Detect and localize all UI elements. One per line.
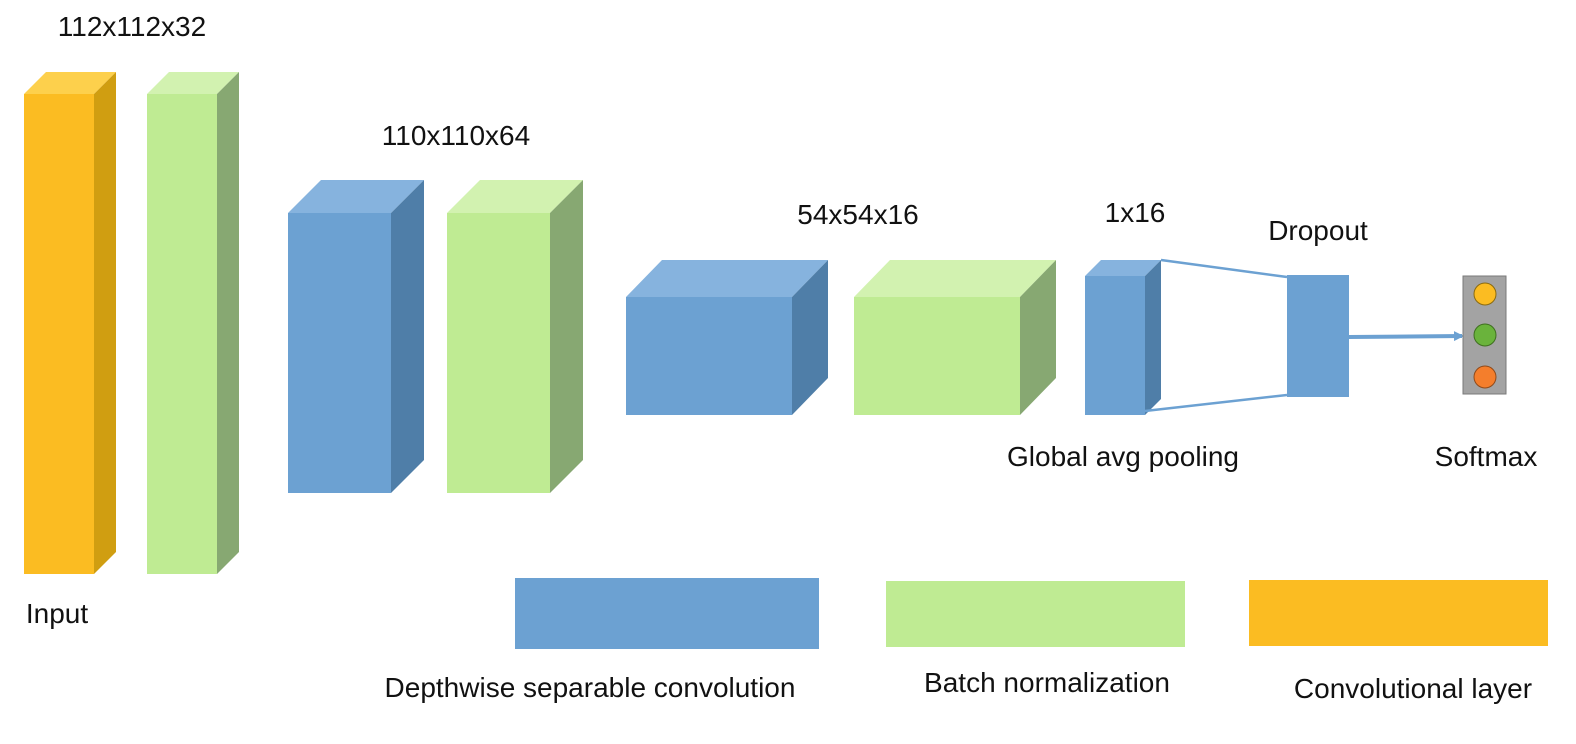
batchnorm-block-1 — [147, 72, 239, 574]
legend-swatch-batchnorm — [886, 581, 1185, 647]
legend-swatch-depthwise — [515, 578, 819, 649]
pooling-to-dropout-line-top — [1160, 258, 1288, 279]
pooling-to-dropout-line-bottom — [1144, 393, 1288, 413]
batchnorm-block-2 — [447, 180, 583, 493]
legend-label-depthwise: Depthwise separable convolution — [385, 672, 796, 703]
batchnorm-block-3 — [854, 260, 1056, 415]
legend-swatch-conv — [1249, 580, 1548, 646]
depthwise-conv-block-1 — [288, 180, 424, 493]
softmax-output-node-yellow — [1473, 282, 1497, 306]
legend: Depthwise separable convolution Batch no… — [385, 578, 1548, 704]
softmax-label: Softmax — [1435, 441, 1538, 472]
softmax-output-node-orange — [1473, 365, 1497, 389]
global-avg-pooling-label: Global avg pooling — [1007, 441, 1239, 472]
legend-label-conv: Convolutional layer — [1294, 673, 1532, 704]
softmax-output-node-green — [1473, 323, 1497, 347]
dim-label-stage2: 110x110x64 — [382, 120, 530, 151]
dim-label-stage3: 54x54x16 — [797, 199, 918, 230]
dim-label-pool: 1x16 — [1105, 197, 1166, 228]
dropout-to-softmax-arrow — [1348, 331, 1464, 342]
input-label: Input — [26, 598, 88, 629]
softmax-output-box — [1462, 275, 1507, 395]
dim-label-input: 112x112x32 — [58, 11, 206, 42]
input-conv-block — [24, 72, 116, 574]
dropout-block — [1287, 275, 1349, 397]
depthwise-conv-block-2 — [626, 260, 828, 415]
global-avg-pooling-block — [1085, 260, 1161, 415]
dropout-label: Dropout — [1268, 215, 1368, 246]
legend-label-batchnorm: Batch normalization — [924, 667, 1170, 698]
